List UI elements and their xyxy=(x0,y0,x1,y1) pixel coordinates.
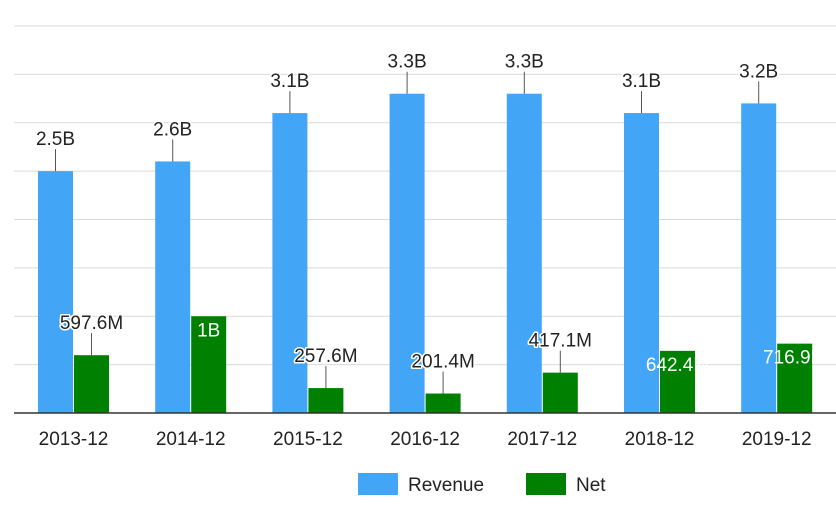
x-tick-label: 2019-12 xyxy=(742,429,812,450)
x-tick-label: 2013-12 xyxy=(39,429,109,450)
legend-swatch-net xyxy=(526,473,566,495)
x-tick-label: 2017-12 xyxy=(507,429,577,450)
revenue-data-label: 3.1B xyxy=(622,71,661,92)
net-data-label: 716.9M xyxy=(763,348,826,369)
net-bar xyxy=(542,372,578,413)
net-data-label: 642.4M xyxy=(646,355,709,376)
gridlines xyxy=(14,25,836,366)
revenue-data-label: 3.3B xyxy=(505,52,544,73)
revenue-data-label: 2.5B xyxy=(36,129,75,150)
data-labels: 2.5B 597.6M 2.6B 1B 3.1B 257.6M 3.3B 201.4M 3.3B… xyxy=(34,50,826,394)
revenue-bar xyxy=(389,93,425,413)
legend-label-revenue: Revenue xyxy=(408,475,484,496)
revenue-bar xyxy=(506,93,542,413)
net-data-label: 201.4M xyxy=(411,352,474,373)
net-bar xyxy=(425,393,461,413)
revenue-bar xyxy=(272,113,308,413)
net-data-label: 597.6M xyxy=(60,313,123,334)
x-tick-label: 2014-12 xyxy=(156,429,226,450)
revenue-bar xyxy=(38,171,73,413)
legend-swatch-revenue xyxy=(358,473,398,495)
x-tick-label: 2016-12 xyxy=(390,429,460,450)
revenue-bar xyxy=(624,113,659,413)
net-bar xyxy=(660,350,695,413)
net-bar xyxy=(777,343,813,413)
net-data-label: 417.1M xyxy=(529,331,592,352)
legend: Revenue Net xyxy=(358,473,606,496)
revenue-data-label: 3.1B xyxy=(270,71,309,92)
net-data-label: 1B xyxy=(197,320,220,341)
legend-label-net: Net xyxy=(576,475,606,496)
bars xyxy=(38,93,813,414)
revenue-bar xyxy=(741,103,777,414)
revenue-data-label: 3.3B xyxy=(388,52,427,73)
net-bar xyxy=(308,388,344,413)
x-tick-label: 2015-12 xyxy=(273,429,343,450)
net-bar xyxy=(191,316,227,413)
net-data-label: 257.6M xyxy=(294,346,357,367)
x-axis-ticks: 2013-12 2014-12 2015-12 2016-12 2017-12 2018-… xyxy=(39,429,812,450)
revenue-data-label: 3.2B xyxy=(739,61,778,82)
net-bar xyxy=(74,355,109,413)
revenue-data-label: 2.6B xyxy=(153,119,192,140)
revenue-bar xyxy=(155,161,191,413)
x-tick-label: 2018-12 xyxy=(625,429,695,450)
